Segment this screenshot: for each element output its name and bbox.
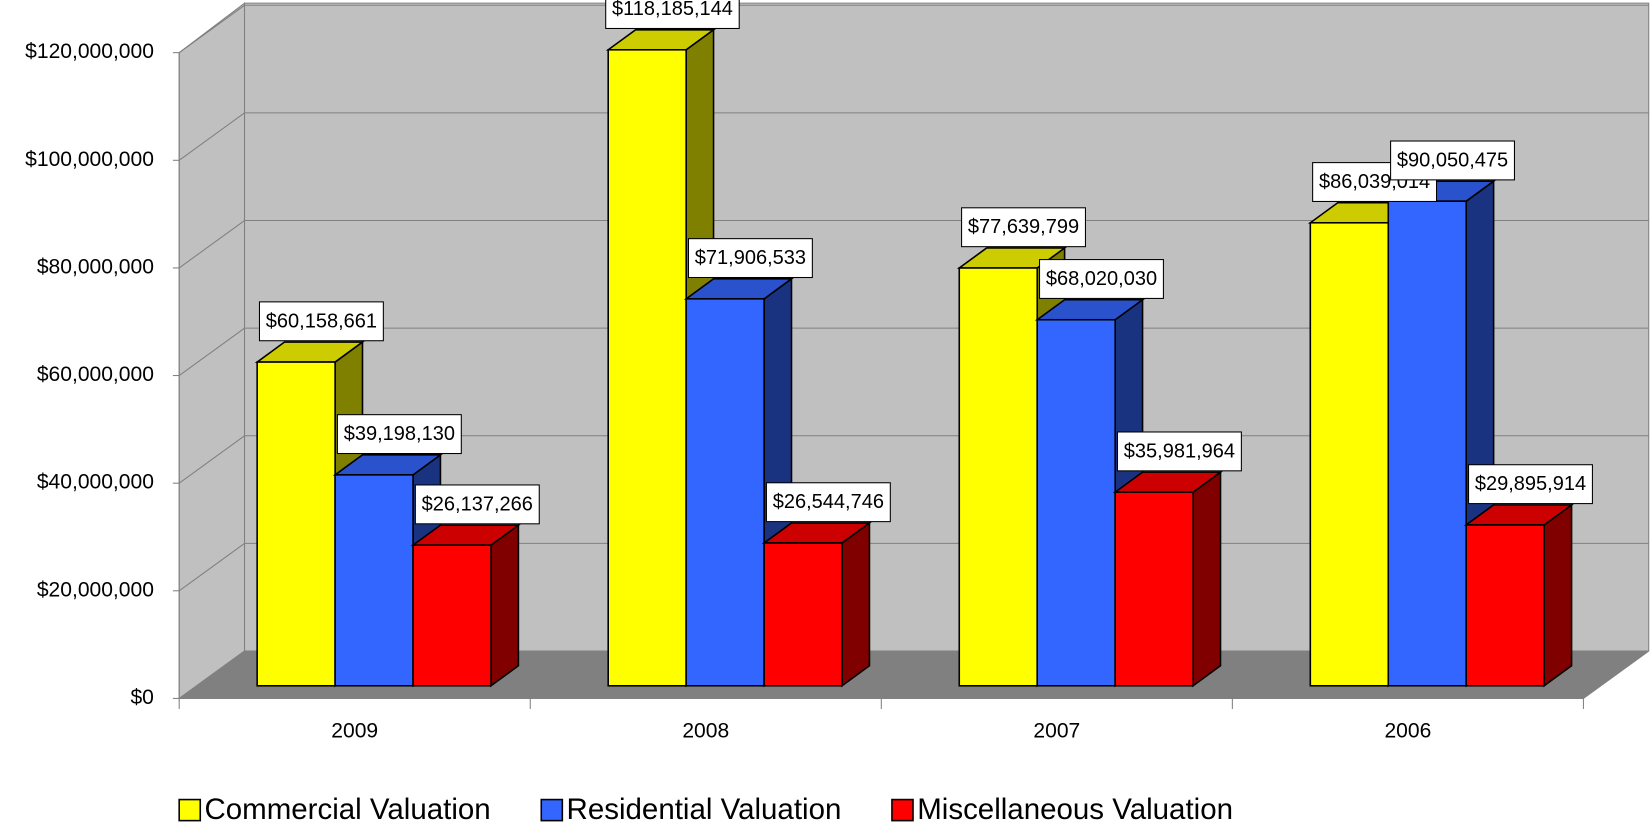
y-tick-label: $40,000,000 xyxy=(37,471,154,494)
value-label: $39,198,130 xyxy=(336,414,462,455)
value-label-box xyxy=(1039,259,1164,299)
bar-side xyxy=(490,523,520,688)
y-tick-label: $80,000,000 xyxy=(37,255,154,278)
value-label: $35,981,964 xyxy=(1116,431,1242,472)
value-label-box xyxy=(258,301,384,342)
bar-front xyxy=(607,49,687,687)
legend-label: Residential Valuation xyxy=(567,793,842,826)
value-label: $60,158,661 xyxy=(258,301,384,342)
value-label-text: $39,198,130 xyxy=(344,423,455,445)
value-label: $77,639,799 xyxy=(961,207,1086,248)
value-label-text: $68,020,030 xyxy=(1046,268,1157,290)
value-label-text: $90,050,475 xyxy=(1397,149,1508,171)
legend-swatch xyxy=(540,798,564,822)
bar-front xyxy=(1114,491,1194,687)
x-tick-label: 2006 xyxy=(1384,720,1431,743)
value-label: $71,906,533 xyxy=(687,238,813,279)
value-label-text: $26,137,266 xyxy=(422,493,533,515)
bar xyxy=(1463,503,1574,688)
grid-line xyxy=(178,219,1649,269)
value-label-text: $29,895,914 xyxy=(1475,473,1586,495)
grid-line xyxy=(178,4,1649,54)
bar-front xyxy=(1036,318,1116,687)
bar-front xyxy=(763,542,843,687)
legend-swatch xyxy=(178,798,202,822)
legend-swatch xyxy=(891,798,914,822)
value-label-box xyxy=(414,484,540,525)
bar-front xyxy=(1387,200,1468,687)
bar-side xyxy=(1543,503,1573,688)
side-wall xyxy=(178,2,246,700)
bar-front xyxy=(1309,221,1390,687)
x-tick-label: 2007 xyxy=(1033,720,1080,743)
value-label: $68,020,030 xyxy=(1039,259,1164,299)
y-tick-label: $20,000,000 xyxy=(37,578,154,601)
y-tick-label: $100,000,000 xyxy=(25,148,154,171)
value-label-box xyxy=(1468,464,1593,505)
grid-line xyxy=(178,327,1649,376)
value-label: $90,050,475 xyxy=(1390,140,1515,181)
value-label-box xyxy=(687,238,813,279)
legend-label: Miscellaneous Valuation xyxy=(917,793,1233,826)
value-label-box xyxy=(336,414,462,455)
y-tick-label: $120,000,000 xyxy=(25,40,154,63)
bar-side xyxy=(1192,470,1222,688)
bar xyxy=(761,521,872,688)
value-label-box xyxy=(765,482,891,523)
value-label-text: $35,981,964 xyxy=(1124,440,1235,462)
y-tick-label: $60,000,000 xyxy=(37,363,154,386)
bar xyxy=(1112,470,1223,688)
x-tick-label: 2009 xyxy=(331,720,378,743)
bar-front xyxy=(256,361,336,687)
value-label: $26,544,746 xyxy=(765,482,891,523)
value-label-box xyxy=(1390,140,1515,181)
value-label-text: $77,639,799 xyxy=(968,216,1079,238)
floor-edge xyxy=(1583,650,1650,699)
value-label: $29,895,914 xyxy=(1468,464,1593,505)
bar-front xyxy=(685,298,765,687)
value-label: $118,185,144 xyxy=(605,0,740,30)
legend-label: Commercial Valuation xyxy=(204,793,490,826)
grid-line xyxy=(178,112,1649,161)
value-label-text: $26,544,746 xyxy=(773,491,884,513)
value-label-box xyxy=(605,0,740,30)
value-label-text: $118,185,144 xyxy=(612,0,733,20)
y-tick-label: $0 xyxy=(130,686,153,709)
bar xyxy=(410,523,521,688)
bar-front xyxy=(412,544,492,687)
bar-side xyxy=(841,521,871,688)
value-label: $26,137,266 xyxy=(414,484,540,525)
value-label-text: $71,906,533 xyxy=(695,247,806,269)
bar-front xyxy=(958,267,1039,687)
value-label-box xyxy=(961,207,1086,248)
floor xyxy=(179,651,1649,699)
value-label-box xyxy=(1116,431,1242,472)
x-tick-label: 2008 xyxy=(682,720,729,743)
value-label-text: $60,158,661 xyxy=(266,310,377,332)
bar-front xyxy=(1465,524,1545,687)
bar-front xyxy=(334,474,414,687)
